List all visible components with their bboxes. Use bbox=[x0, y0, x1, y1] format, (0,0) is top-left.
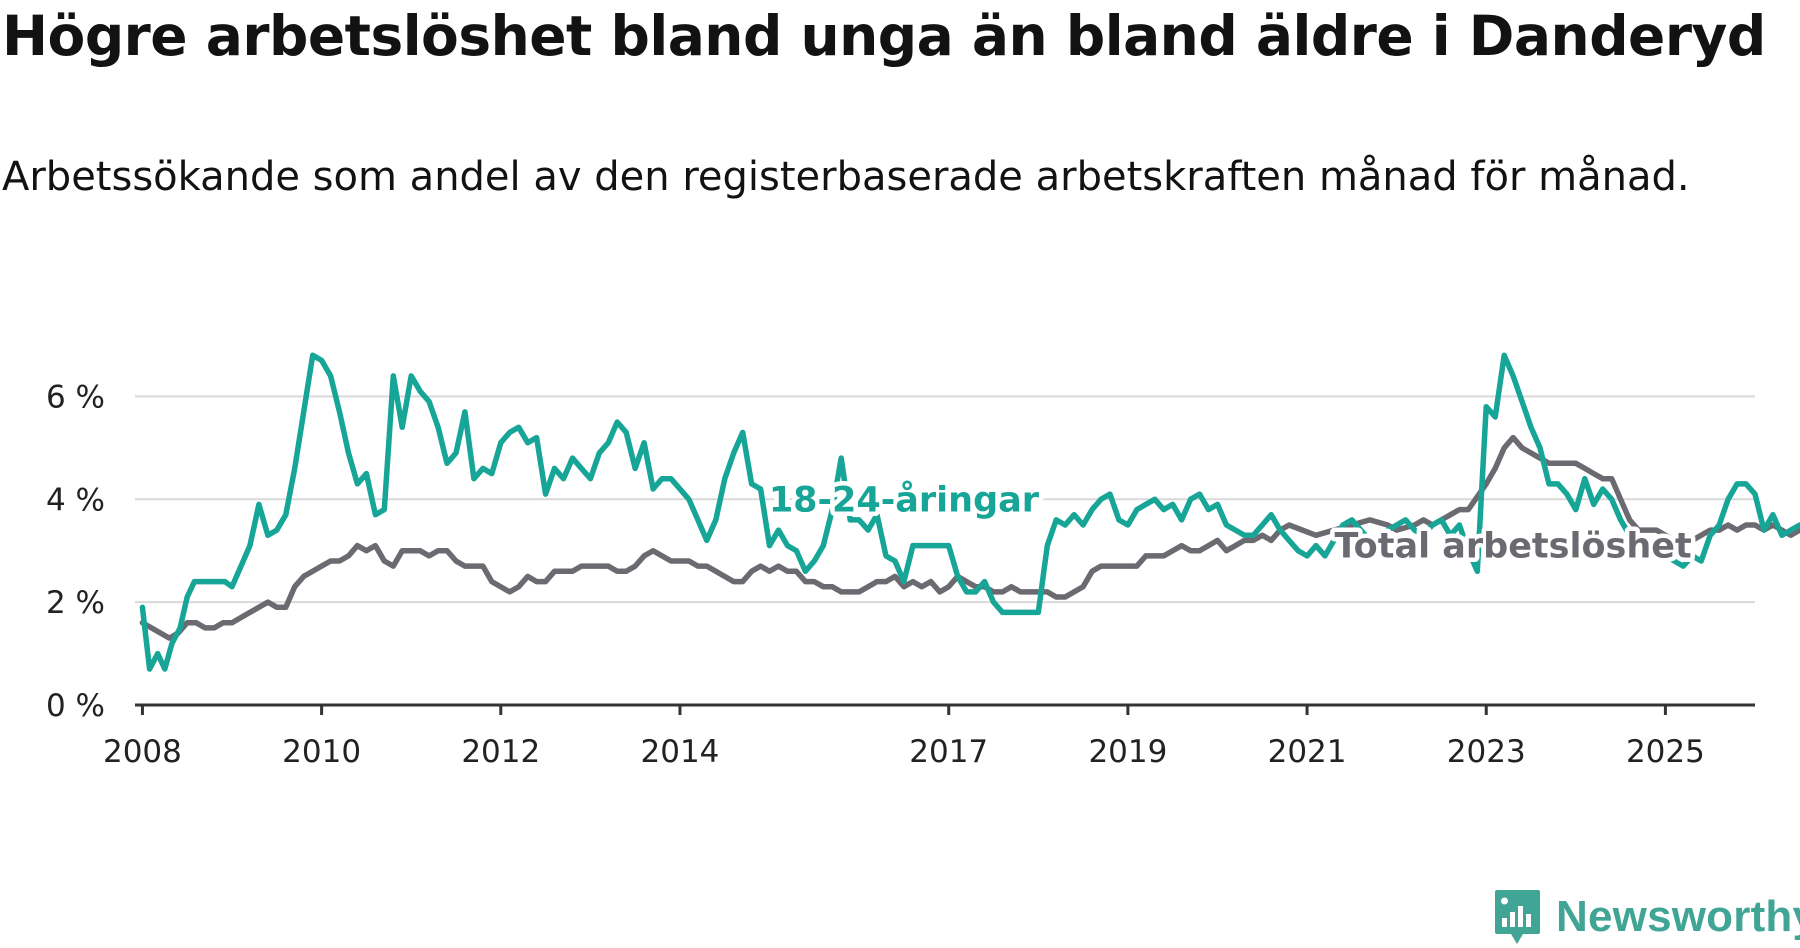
y-axis-tick-labels: 0 % 2 % 4 % 6 % bbox=[46, 379, 105, 724]
newsworthy-chart-logo-icon bbox=[1495, 890, 1540, 944]
y-tick-label-0: 0 % bbox=[46, 688, 105, 724]
series-line-total-arbetsl-shet bbox=[139, 434, 1800, 641]
y-tick-label-4: 4 % bbox=[46, 482, 105, 518]
x-axis bbox=[135, 703, 1755, 715]
x-axis-tick-labels: 2008 2010 2012 2014 2017 2019 2021 2023 2025 bbox=[103, 734, 1705, 770]
y-tick-label-6: 6 % bbox=[46, 379, 105, 415]
series-label-18-24-ringar: 18-24-åringar bbox=[769, 479, 1040, 520]
series-line-18-24-ringar bbox=[139, 352, 1800, 672]
x-tick-label-2017: 2017 bbox=[909, 734, 988, 770]
x-tick-label-2008: 2008 bbox=[103, 734, 182, 770]
series-label-total-arbetsl-shet: Total arbetslöshet bbox=[1334, 527, 1691, 567]
x-tick-label-2010: 2010 bbox=[282, 734, 361, 770]
page-subtitle: Arbetssökande som andel av den registerb… bbox=[2, 154, 1690, 200]
brand-logo: Newsworthy bbox=[1493, 888, 1800, 946]
x-tick-label-2021: 2021 bbox=[1268, 734, 1347, 770]
line-chart: 0 % 2 % 4 % 6 % 2008 2010 2012 2014 2017 2019 202… bbox=[46, 352, 1800, 770]
x-tick-label-2012: 2012 bbox=[461, 734, 540, 770]
page-title: Högre arbetslöshet bland unga än bland ä… bbox=[2, 4, 1766, 68]
x-tick-label-2023: 2023 bbox=[1447, 734, 1526, 770]
x-tick-label-2025: 2025 bbox=[1626, 734, 1705, 770]
y-tick-label-2: 2 % bbox=[46, 585, 105, 621]
x-tick-label-2014: 2014 bbox=[641, 734, 720, 770]
x-tick-label-2019: 2019 bbox=[1088, 734, 1167, 770]
series-lines bbox=[139, 352, 1800, 672]
brand-name: Newsworthy bbox=[1556, 892, 1800, 941]
